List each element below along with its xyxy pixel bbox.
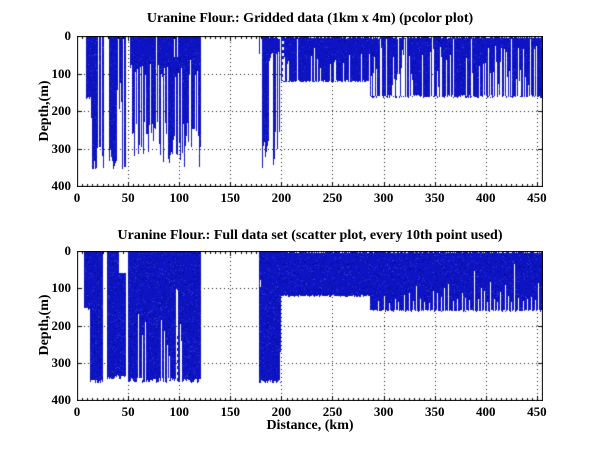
x-tick-label: 150 xyxy=(220,190,241,205)
x-tick-label: 450 xyxy=(527,190,547,205)
x-tick-label: 100 xyxy=(169,190,189,205)
x-tick-label: 200 xyxy=(271,404,292,419)
top-plot-area xyxy=(77,36,543,187)
x-tick-label: 50 xyxy=(121,190,135,205)
x-tick-label: 200 xyxy=(271,190,292,205)
x-tick-label: 250 xyxy=(322,404,343,419)
x-tick-label: 100 xyxy=(169,404,189,419)
y-tick-label: 300 xyxy=(51,140,72,156)
y-tick-label: 200 xyxy=(51,317,72,333)
y-tick-label: 400 xyxy=(51,178,72,193)
y-tick-label: 200 xyxy=(51,103,72,118)
x-tick-label: 300 xyxy=(373,404,394,419)
x-axis-label: Distance, (km) xyxy=(266,418,354,433)
y-tick-label: 100 xyxy=(51,280,72,296)
y-tick-label: 0 xyxy=(64,28,72,43)
x-tick-label: 400 xyxy=(476,190,496,205)
top-plot-title: Uranine Flour.: Gridded data (1km x 4m) … xyxy=(146,11,474,26)
bottom-plot-area xyxy=(77,251,543,401)
y-tick-label: 300 xyxy=(51,354,72,370)
x-tick-label: 150 xyxy=(220,404,241,419)
y-tick-label: 100 xyxy=(51,65,72,81)
x-tick-label: 350 xyxy=(424,404,445,419)
x-tick-label: 300 xyxy=(373,190,394,205)
y-tick-label: 0 xyxy=(64,243,72,258)
x-tick-label: 0 xyxy=(73,404,81,419)
x-tick-label: 450 xyxy=(527,404,547,419)
x-tick-label: 250 xyxy=(322,190,343,205)
bottom-plot-title: Uranine Flour.: Full data set (scatter p… xyxy=(117,228,503,243)
y-tick-label: 400 xyxy=(51,392,72,407)
x-tick-label: 400 xyxy=(476,404,496,419)
x-tick-label: 350 xyxy=(424,190,445,205)
x-tick-label: 0 xyxy=(73,190,81,205)
x-tick-label: 50 xyxy=(121,404,135,419)
